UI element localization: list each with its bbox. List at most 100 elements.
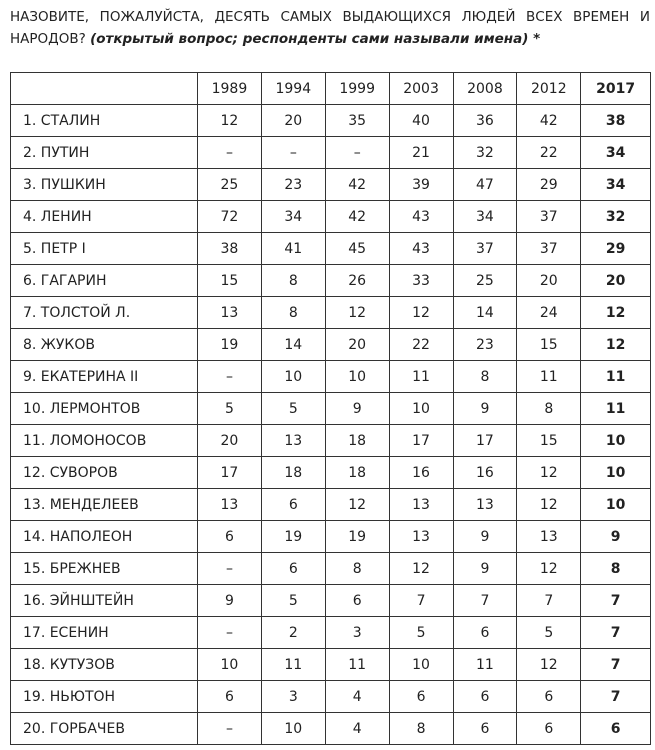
cell: 29 xyxy=(516,168,582,201)
row-name: 20. ГОРБАЧЕВ xyxy=(10,712,198,745)
cell: 13 xyxy=(516,520,582,553)
row-name: 10. ЛЕРМОНТОВ xyxy=(10,392,198,425)
table-row: 19. НЬЮТОН 6 3 4 6 6 6 7 xyxy=(10,680,651,713)
question: НАЗОВИТЕ, ПОЖАЛУЙСТА, ДЕСЯТЬ САМЫХ ВЫДАЮ… xyxy=(10,9,650,47)
cell: 23 xyxy=(260,168,326,201)
cell: 7 xyxy=(580,648,651,681)
cell: 13 xyxy=(260,424,326,457)
cell: – xyxy=(260,136,326,169)
cell: 42 xyxy=(324,168,390,201)
cell: 4 xyxy=(324,712,390,745)
note: (открытый вопрос; респонденты сами назыв… xyxy=(90,31,541,47)
header: НАЗОВИТЕ, ПОЖАЛУЙСТА, ДЕСЯТЬ САМЫХ ВЫДАЮ… xyxy=(10,6,650,50)
row-name: 5. ПЕТР I xyxy=(10,232,198,265)
cell: 14 xyxy=(452,296,518,329)
table-row: 20. ГОРБАЧЕВ –10 4 8 6 6 6 xyxy=(10,712,651,745)
row-name: 11. ЛОМОНОСОВ xyxy=(10,424,198,457)
cell: 6 xyxy=(516,712,582,745)
cell: 7 xyxy=(388,584,454,617)
row-name: 2. ПУТИН xyxy=(10,136,198,169)
column-header: 2017 xyxy=(580,72,651,105)
cell: 6 xyxy=(580,712,651,745)
cell: 38 xyxy=(197,232,262,265)
cell: 6 xyxy=(324,584,390,617)
cell: 19 xyxy=(197,328,262,361)
table-row: 9. ЕКАТЕРИНА II –10 10 11 8 11 11 xyxy=(10,360,651,393)
cell: 11 xyxy=(324,648,390,681)
cell: 10 xyxy=(324,360,390,393)
column-header: 1994 xyxy=(260,72,326,105)
cell: 11 xyxy=(388,360,454,393)
cell: 10 xyxy=(580,424,651,457)
cell: 33 xyxy=(388,264,454,297)
cell: 8 xyxy=(516,392,582,425)
cell: 12 xyxy=(197,104,262,137)
cell: 72 xyxy=(197,200,262,233)
cell: 20 xyxy=(197,424,262,457)
cell: 8 xyxy=(260,296,326,329)
cell: 34 xyxy=(260,200,326,233)
cell: 43 xyxy=(388,232,454,265)
cell: – xyxy=(197,616,262,649)
column-header: 1989 xyxy=(197,72,262,105)
cell: 9 xyxy=(452,520,518,553)
cell: 5 xyxy=(197,392,262,425)
cell: 19 xyxy=(260,520,326,553)
cell: 11 xyxy=(516,360,582,393)
cell: 16 xyxy=(452,456,518,489)
cell: 13 xyxy=(197,296,262,329)
cell: 23 xyxy=(452,328,518,361)
cell: 12 xyxy=(516,488,582,521)
table-row: 6. ГАГАРИН 15 8 26 33 25 20 20 xyxy=(10,264,651,297)
cell: 5 xyxy=(260,584,326,617)
cell: 10 xyxy=(388,392,454,425)
cell: 17 xyxy=(197,456,262,489)
cell: 7 xyxy=(452,584,518,617)
cell: 11 xyxy=(580,392,651,425)
table-row: 12. СУВОРОВ 17 18 18 16 16 12 10 xyxy=(10,456,651,489)
cell: – xyxy=(197,360,262,393)
cell: 13 xyxy=(197,488,262,521)
cell: – xyxy=(324,136,390,169)
cell: 6 xyxy=(452,712,518,745)
cell: 9 xyxy=(580,520,651,553)
row-name: 18. КУТУЗОВ xyxy=(10,648,198,681)
cell: 20 xyxy=(324,328,390,361)
cell: 7 xyxy=(516,584,582,617)
cell: 6 xyxy=(452,680,518,713)
cell: 20 xyxy=(260,104,326,137)
cell: 6 xyxy=(388,680,454,713)
table-body: 1. СТАЛИН 12 20 35 40 36 42 38 2. ПУТИН – – –21 32 22… xyxy=(10,104,651,745)
header-row: 1989 1994 1999 2003 2008 2012 2017 xyxy=(10,72,651,105)
cell: 13 xyxy=(388,520,454,553)
cell: 8 xyxy=(324,552,390,585)
cell: 32 xyxy=(452,136,518,169)
table-row: 7. ТОЛСТОЙ Л. 13 8 12 12 14 24 12 xyxy=(10,296,651,329)
cell: 7 xyxy=(580,680,651,713)
table-row: 11. ЛОМОНОСОВ 20 13 18 17 17 15 10 xyxy=(10,424,651,457)
cell: 10 xyxy=(260,360,326,393)
cell: 25 xyxy=(452,264,518,297)
row-name: 16. ЭЙНШТЕЙН xyxy=(10,584,198,617)
cell: 40 xyxy=(388,104,454,137)
row-name: 13. МЕНДЕЛЕЕВ xyxy=(10,488,198,521)
cell: 6 xyxy=(197,680,262,713)
cell: 9 xyxy=(452,392,518,425)
row-name: 7. ТОЛСТОЙ Л. xyxy=(10,296,198,329)
table-row: 18. КУТУЗОВ 10 11 11 10 11 12 7 xyxy=(10,648,651,681)
cell: 6 xyxy=(260,552,326,585)
cell: 7 xyxy=(580,584,651,617)
table-row: 5. ПЕТР I 38 41 45 43 37 37 29 xyxy=(10,232,651,265)
cell: 12 xyxy=(388,296,454,329)
cell: 42 xyxy=(516,104,582,137)
table-row: 2. ПУТИН – – –21 32 22 34 xyxy=(10,136,651,169)
cell: 38 xyxy=(580,104,651,137)
cell: 10 xyxy=(260,712,326,745)
cell: 41 xyxy=(260,232,326,265)
row-name: 6. ГАГАРИН xyxy=(10,264,198,297)
cell: 5 xyxy=(388,616,454,649)
cell: 21 xyxy=(388,136,454,169)
cell: 15 xyxy=(516,424,582,457)
row-name: 3. ПУШКИН xyxy=(10,168,198,201)
cell: 15 xyxy=(516,328,582,361)
